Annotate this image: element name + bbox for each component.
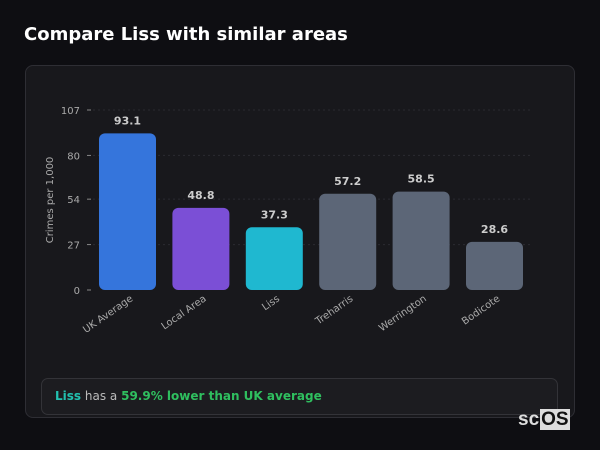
summary-box: Liss has a 59.9% lower than UK average xyxy=(41,378,558,415)
y-tick-label: 0 xyxy=(74,286,80,297)
page-title: Compare Liss with similar areas xyxy=(24,24,348,45)
bar xyxy=(172,207,230,290)
data-label: 58.5 xyxy=(408,173,435,186)
x-tick-label: UK Average xyxy=(81,293,135,335)
bar xyxy=(319,193,377,290)
y-tick-label: 27 xyxy=(67,241,80,252)
x-tick-label: Liss xyxy=(260,293,282,313)
summary-highlight: 59.9% lower than UK average xyxy=(121,389,322,403)
bar xyxy=(99,133,156,290)
data-label: 37.3 xyxy=(261,208,288,221)
y-axis-label: Crimes per 1,000 xyxy=(45,157,56,244)
x-tick-label: Bodicote xyxy=(460,293,502,327)
x-tick-label: Local Area xyxy=(160,293,209,332)
bar xyxy=(392,191,450,290)
summary-middle: has a xyxy=(84,389,118,403)
data-label: 48.8 xyxy=(187,189,214,202)
y-tick-label: 80 xyxy=(67,151,80,162)
bar xyxy=(466,241,523,290)
data-label: 28.6 xyxy=(481,223,508,236)
bar xyxy=(245,227,303,290)
summary-area: Liss xyxy=(55,389,82,403)
y-tick-label: 54 xyxy=(67,195,80,206)
x-tick-label: Werrington xyxy=(377,293,429,334)
data-label: 93.1 xyxy=(114,114,141,127)
x-tick-label: Treharris xyxy=(313,293,356,327)
logo: sc OS xyxy=(518,409,570,430)
data-label: 57.2 xyxy=(334,175,361,188)
y-tick-label: 107 xyxy=(61,106,80,117)
